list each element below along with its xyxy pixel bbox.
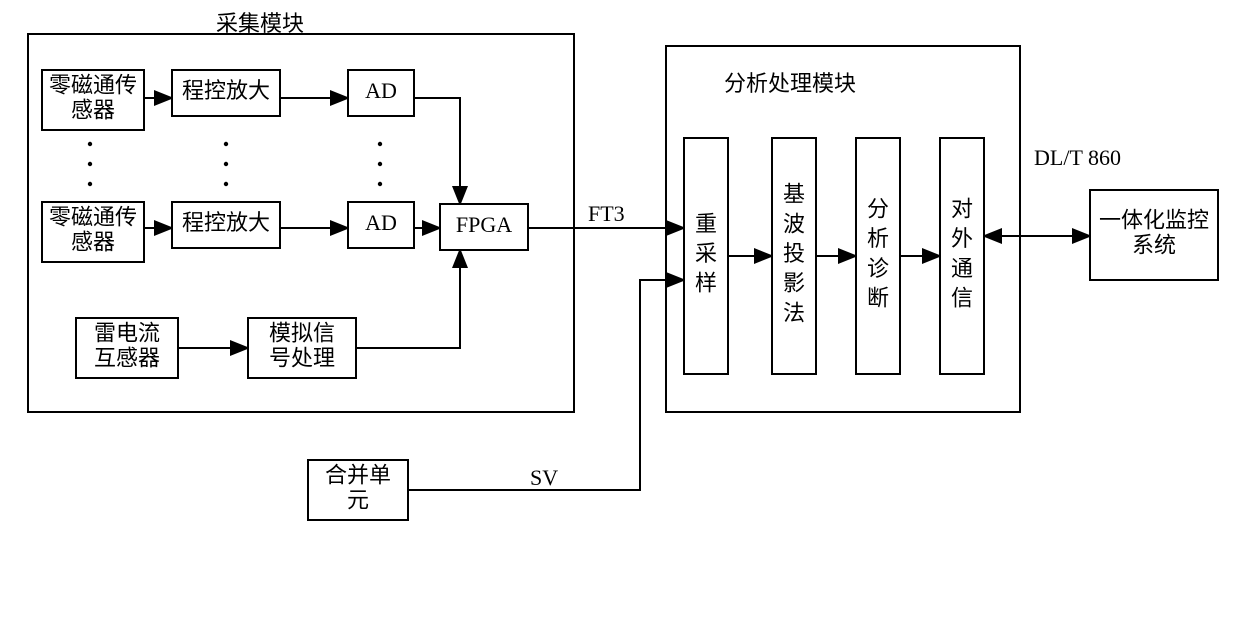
ellipsis-dot [224, 142, 228, 146]
diagram-canvas: 采集模块分析处理模块 零磁通传感器程控放大AD零磁通传感器程控放大AD雷电流互感… [0, 0, 1240, 628]
lightning-label: 雷电流 [94, 320, 160, 345]
ellipsis-dot [88, 162, 92, 166]
lightning-label: 互感器 [94, 346, 160, 371]
arrow-5 [414, 98, 460, 204]
mon-label: 一体化监控 [1099, 207, 1209, 232]
fpga-label: FPGA [456, 212, 512, 237]
sensor1-label: 感器 [71, 98, 115, 123]
ellipsis-dot [378, 142, 382, 146]
resample-label: 样 [695, 271, 717, 296]
analog-label: 模拟信 [269, 320, 335, 345]
proc-module-title: 分析处理模块 [724, 71, 856, 96]
arrow-7 [356, 250, 460, 348]
resample-label: 采 [695, 241, 717, 266]
ellipsis-dot [224, 182, 228, 186]
ft3-label: FT3 [588, 201, 625, 226]
ellipsis-dot [88, 182, 92, 186]
diag-label: 断 [867, 286, 889, 311]
merge-label: 合并单 [325, 462, 391, 487]
ellipsis-dot [224, 162, 228, 166]
acq-module-title: 采集模块 [216, 11, 304, 36]
ellipsis-dot [378, 162, 382, 166]
sensor2-label: 零磁通传 [49, 204, 137, 229]
comm-label: 外 [951, 226, 973, 251]
sensor2-label: 感器 [71, 230, 115, 255]
ad1-label: AD [365, 78, 397, 103]
ellipsis-dot [88, 142, 92, 146]
mon-label: 系统 [1132, 233, 1176, 258]
sv-label: SV [530, 465, 558, 490]
ad2-label: AD [365, 210, 397, 235]
comm-label: 信 [951, 286, 973, 311]
proj-label: 基 [783, 182, 805, 207]
dlt-label: DL/T 860 [1034, 145, 1121, 170]
proj-label: 波 [783, 211, 805, 236]
diag-label: 分 [867, 196, 889, 221]
proj-label: 投 [783, 241, 805, 266]
amp1-label: 程控放大 [182, 78, 270, 103]
merge-label: 元 [347, 488, 369, 513]
analog-label: 号处理 [269, 346, 335, 371]
comm-label: 通 [951, 256, 973, 281]
proj-label: 影 [783, 271, 805, 296]
ellipsis-dot [378, 182, 382, 186]
amp2-label: 程控放大 [182, 210, 270, 235]
sensor1-label: 零磁通传 [49, 72, 137, 97]
proj-label: 法 [783, 300, 805, 325]
resample-label: 重 [695, 211, 717, 236]
diag-label: 诊 [867, 256, 889, 281]
arrow-13 [408, 280, 684, 490]
comm-label: 对 [951, 196, 973, 221]
diag-label: 析 [867, 226, 889, 251]
